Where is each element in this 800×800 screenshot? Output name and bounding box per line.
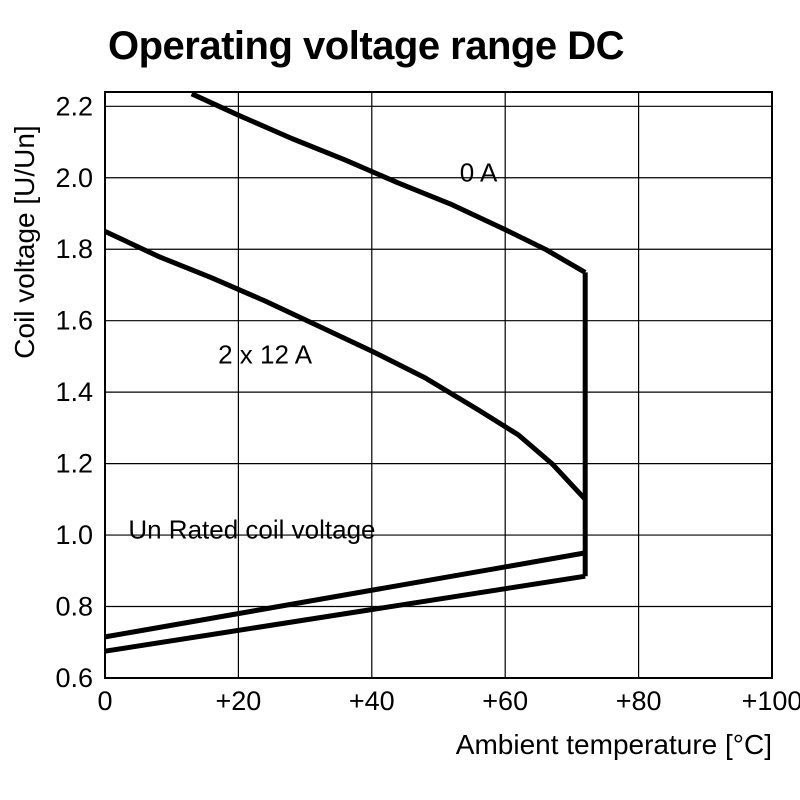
x-tick-label: +100 (742, 686, 800, 716)
series-max-voltage-2x12A (103, 229, 588, 502)
annotation-label: Un Rated coil voltage (128, 515, 375, 545)
y-tick-label: 1.6 (55, 306, 93, 336)
y-tick-label: 0.8 (55, 592, 93, 622)
x-tick-label: +80 (616, 686, 662, 716)
x-tick-label: +20 (215, 686, 261, 716)
y-axis-label: Coil voltage [U/Un] (9, 125, 40, 358)
series-max-voltage-0A (190, 91, 587, 275)
plot-border (104, 91, 773, 679)
y-tick-label: 1.2 (55, 449, 93, 479)
series-min-voltage-lower (104, 573, 586, 654)
x-tick-label: +60 (482, 686, 528, 716)
y-tick-label: 2.2 (55, 91, 93, 121)
y-tick-label: 1.8 (55, 234, 93, 264)
series-min-voltage-upper (104, 550, 586, 640)
y-tick-label: 0.6 (55, 663, 93, 693)
annotation-label: 2 x 12 A (218, 340, 313, 370)
annotation-label: 0 A (460, 157, 498, 187)
x-tick-label: 0 (97, 686, 112, 716)
y-tick-label: 1.4 (55, 377, 93, 407)
y-tick-label: 1.0 (55, 520, 93, 550)
y-tick-label: 2.0 (55, 163, 93, 193)
x-axis-label: Ambient temperature [°C] (456, 729, 772, 760)
x-tick-label: +40 (349, 686, 395, 716)
chart-title: Operating voltage range DC (108, 24, 624, 68)
